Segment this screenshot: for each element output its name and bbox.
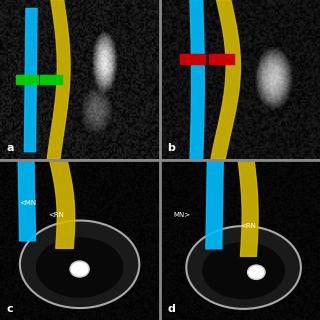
Bar bbox=[209, 54, 234, 64]
Text: c: c bbox=[6, 304, 13, 314]
Text: MN>: MN> bbox=[173, 212, 191, 218]
Polygon shape bbox=[237, 153, 258, 256]
Text: <MN: <MN bbox=[19, 200, 36, 206]
Ellipse shape bbox=[186, 226, 301, 309]
Bar bbox=[16, 75, 38, 84]
Bar bbox=[180, 54, 205, 64]
Text: d: d bbox=[167, 304, 175, 314]
Polygon shape bbox=[48, 153, 75, 248]
Bar bbox=[40, 75, 62, 84]
Ellipse shape bbox=[36, 237, 124, 298]
Text: <RN: <RN bbox=[240, 223, 256, 229]
Text: b: b bbox=[167, 143, 175, 153]
Ellipse shape bbox=[248, 265, 265, 279]
Ellipse shape bbox=[70, 261, 89, 277]
Polygon shape bbox=[47, 0, 70, 159]
Ellipse shape bbox=[202, 242, 285, 299]
Text: a: a bbox=[6, 143, 14, 153]
Ellipse shape bbox=[20, 220, 139, 308]
Polygon shape bbox=[211, 0, 240, 159]
Text: <RN: <RN bbox=[48, 212, 64, 218]
